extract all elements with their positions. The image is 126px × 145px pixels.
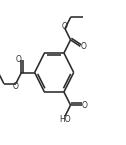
- Text: O: O: [80, 42, 86, 51]
- Text: HO: HO: [59, 115, 71, 124]
- Text: O: O: [16, 55, 22, 64]
- Text: O: O: [62, 22, 68, 31]
- Text: O: O: [12, 82, 18, 91]
- Text: O: O: [82, 101, 88, 110]
